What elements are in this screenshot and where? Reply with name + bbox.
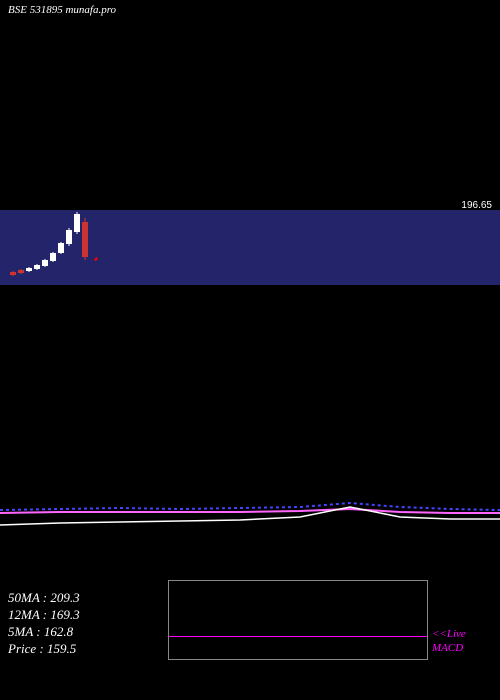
macd-signal-line — [169, 636, 427, 637]
chart-title: BSE 531895 munafa.pro — [8, 4, 116, 16]
ma-line-chart — [0, 495, 500, 535]
macd-label: MACD — [432, 642, 463, 654]
candle — [58, 210, 64, 285]
candle — [42, 210, 48, 285]
candle — [74, 210, 80, 285]
candle — [18, 210, 24, 285]
candle — [26, 210, 32, 285]
price-axis-label: 196.65 — [461, 200, 492, 211]
candle — [34, 210, 40, 285]
ma-info-box: 50MA : 209.312MA : 169.35MA : 162.8Price… — [8, 590, 80, 658]
candle-chart-region: ✦ — [0, 210, 500, 285]
candle — [50, 210, 56, 285]
candle — [10, 210, 16, 285]
info-line: 50MA : 209.3 — [8, 590, 80, 607]
info-line: 12MA : 169.3 — [8, 607, 80, 624]
price-marker: ✦ — [92, 255, 96, 259]
info-line: 5MA : 162.8 — [8, 624, 80, 641]
candle — [66, 210, 72, 285]
macd-panel — [168, 580, 428, 660]
info-line: Price : 159.5 — [8, 641, 80, 658]
ma-line — [0, 503, 500, 510]
macd-label: <<Live — [432, 628, 466, 640]
candle — [82, 210, 88, 285]
